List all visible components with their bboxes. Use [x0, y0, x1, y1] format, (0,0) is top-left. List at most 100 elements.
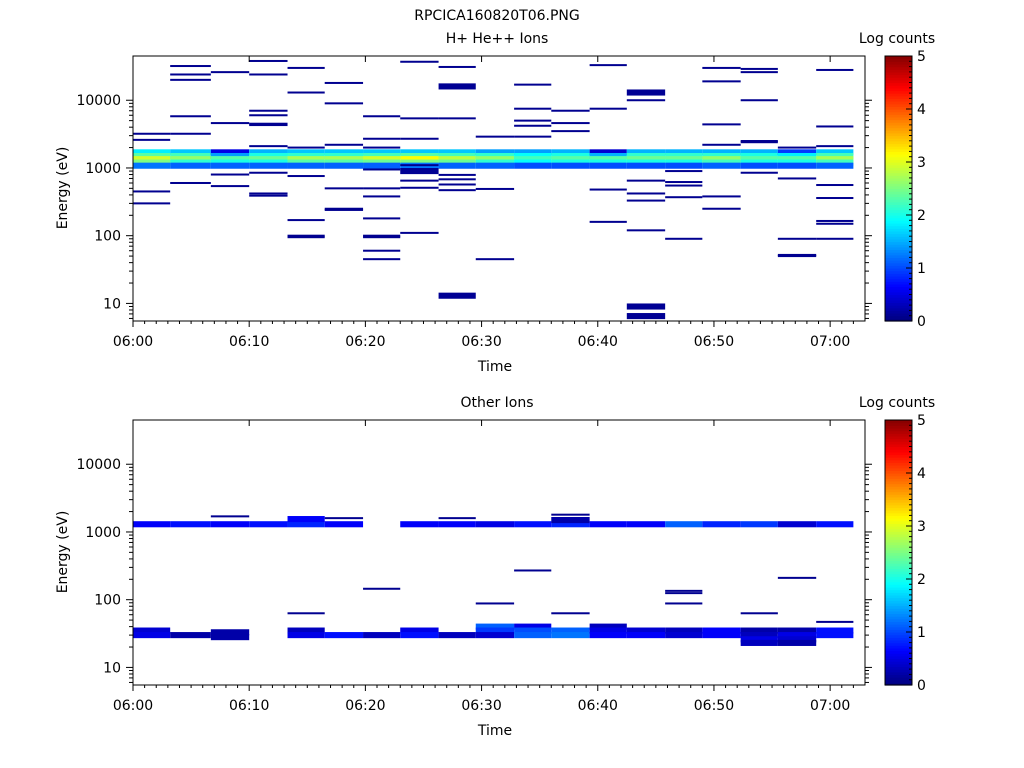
spectrogram-cell [475, 627, 515, 634]
spectrogram-cell [551, 162, 590, 169]
x-tick-label: 06:00 [113, 698, 153, 714]
count-line [589, 188, 627, 191]
spectrogram-cell [475, 149, 515, 156]
colorbar-segment [885, 90, 912, 94]
spectrogram-cell [740, 639, 778, 646]
count-line [589, 64, 627, 67]
count-line [287, 175, 325, 178]
colorbar-segment [885, 486, 912, 490]
x-tick-label: 06:10 [229, 698, 269, 714]
count-line [170, 73, 211, 76]
colorbar-segment [885, 632, 912, 636]
count-line [170, 132, 211, 135]
spectrogram-lines [133, 59, 854, 261]
colorbar-segment [885, 600, 912, 604]
count-line [287, 234, 325, 237]
colorbar-tick-label: 4 [917, 102, 926, 118]
colorbar-segment [885, 130, 912, 134]
colorbar-segment [885, 164, 912, 168]
spectrogram-cell [816, 521, 854, 528]
spectrogram-cell [740, 159, 778, 166]
y-axis: 10 100 1000 10000 [76, 457, 872, 683]
count-line [740, 171, 778, 174]
colorbar-segment [885, 459, 912, 463]
spectrogram-cell [740, 636, 778, 643]
colorbar-segment [885, 233, 912, 237]
count-line [210, 71, 250, 74]
spectrogram-cell [702, 521, 741, 528]
colorbar-segment [885, 663, 912, 668]
spectrogram-cell [249, 159, 288, 166]
colorbar-tick-label: 0 [917, 314, 926, 330]
spectrogram-cell [702, 162, 741, 169]
spectrogram-cell [133, 521, 171, 528]
count-line [816, 145, 854, 148]
count-line [816, 68, 854, 71]
colorbar-segment [885, 433, 912, 437]
spectrogram-cell [589, 159, 627, 166]
spectrogram-cells [133, 516, 854, 646]
spectrogram-cell [551, 159, 590, 166]
count-line [249, 194, 288, 197]
spectrogram-cell [740, 162, 778, 169]
spectrogram-cell [665, 152, 703, 160]
spectrogram-cell [249, 152, 288, 160]
count-line [170, 181, 211, 184]
colorbar-segment [885, 204, 912, 208]
spectrogram-cell [287, 149, 325, 156]
count-line [777, 146, 817, 149]
colorbar-tick-label: 2 [917, 572, 926, 588]
colorbar-segment [885, 549, 912, 554]
spectrogram-cell [589, 152, 627, 160]
spectrogram-cell [816, 627, 854, 634]
count-line [740, 140, 778, 143]
colorbar-segment [885, 193, 912, 198]
spectrogram-cell [514, 156, 552, 163]
spectrogram-cell [475, 623, 515, 630]
count-line [324, 81, 364, 84]
count-line [626, 179, 666, 182]
count-line [133, 202, 171, 205]
count-line [816, 219, 854, 222]
colorbar-segment [885, 608, 912, 612]
count-line [170, 78, 211, 81]
spectrogram-cell [133, 632, 171, 639]
count-line [626, 229, 666, 232]
colorbar-segment [885, 230, 912, 235]
count-line [777, 576, 817, 579]
spectrogram-cell [133, 627, 171, 634]
count-line [400, 179, 439, 182]
count-line [475, 258, 515, 261]
spectrogram-cell [287, 632, 325, 639]
colorbar-segment [885, 122, 912, 126]
x-tick-label: 06:20 [345, 334, 385, 350]
spectrogram-cell [249, 162, 288, 169]
count-line [170, 115, 211, 118]
x-tick-label: 06:30 [461, 698, 501, 714]
spectrogram-cell [514, 623, 552, 630]
colorbar-segment [885, 294, 912, 298]
count-line [249, 192, 288, 195]
colorbar-segment [885, 307, 912, 311]
count-line [702, 80, 741, 83]
spectrogram-cell [551, 156, 590, 163]
spectrogram-cell [133, 152, 171, 160]
spectrogram-cell [210, 149, 250, 156]
spectrogram-cell [589, 156, 627, 163]
count-line [665, 181, 703, 184]
count-line [816, 237, 854, 240]
colorbar-segment [885, 238, 912, 243]
count-line [287, 612, 325, 615]
count-line [249, 122, 288, 125]
colorbar-segment [885, 586, 912, 591]
colorbar-segment [885, 478, 912, 482]
spectrogram-cell [170, 159, 211, 166]
spectrogram-cell [626, 521, 666, 528]
colorbar-segment [885, 241, 912, 245]
count-line [210, 185, 250, 188]
colorbar-segment [885, 270, 912, 274]
count-line [702, 195, 741, 198]
colorbar-segment [885, 148, 912, 152]
colorbar-segment [885, 151, 912, 155]
colorbar-segment [885, 315, 912, 319]
